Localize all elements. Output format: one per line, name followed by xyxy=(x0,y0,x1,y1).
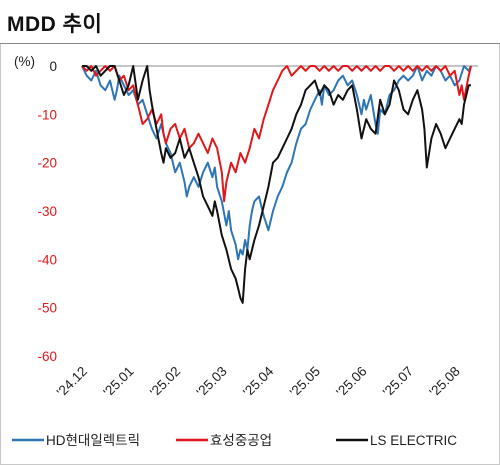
x-axis-ticks: '24.12 '25.01 '25.02 '25.03 '25.04 '25.05 '25.… xyxy=(54,363,463,400)
x-tick-label: '25.02 xyxy=(147,364,183,400)
y-tick-label: -50 xyxy=(37,301,57,316)
y-tick-label: -30 xyxy=(37,204,57,219)
y-tick-label: -60 xyxy=(37,349,57,364)
legend-label: HD현대일렉트릭 xyxy=(46,433,140,448)
series-line-2 xyxy=(81,65,472,203)
y-axis-unit-label: (%) xyxy=(14,54,35,69)
x-tick-label: '24.12 xyxy=(54,364,90,400)
page-title: MDD 추이 xyxy=(7,13,103,36)
y-tick-label: -20 xyxy=(37,156,57,171)
x-tick-label: '25.07 xyxy=(380,364,416,400)
x-tick-label: '25.03 xyxy=(194,364,230,400)
legend: HD현대일렉트릭 효성중공업 LS ELECTRIC xyxy=(12,433,457,448)
x-tick-label: '25.08 xyxy=(426,364,462,400)
y-tick-label: -40 xyxy=(37,252,57,267)
x-tick-label: '25.05 xyxy=(287,364,323,400)
series-line-1 xyxy=(81,65,472,261)
legend-label: LS ELECTRIC xyxy=(370,433,457,448)
title-bar: MDD 추이 xyxy=(0,0,500,44)
series-lines xyxy=(81,65,472,304)
x-tick-label: '25.04 xyxy=(240,363,277,400)
y-axis-ticks: 0 -10 -20 -30 -40 -50 -60 xyxy=(37,59,57,364)
y-tick-label: -10 xyxy=(37,107,57,122)
series-line-3 xyxy=(82,65,471,304)
x-tick-label: '25.06 xyxy=(333,364,369,400)
legend-label: 효성중공업 xyxy=(210,433,272,448)
y-tick-label: 0 xyxy=(49,59,57,74)
x-tick-label: '25.01 xyxy=(100,364,136,400)
